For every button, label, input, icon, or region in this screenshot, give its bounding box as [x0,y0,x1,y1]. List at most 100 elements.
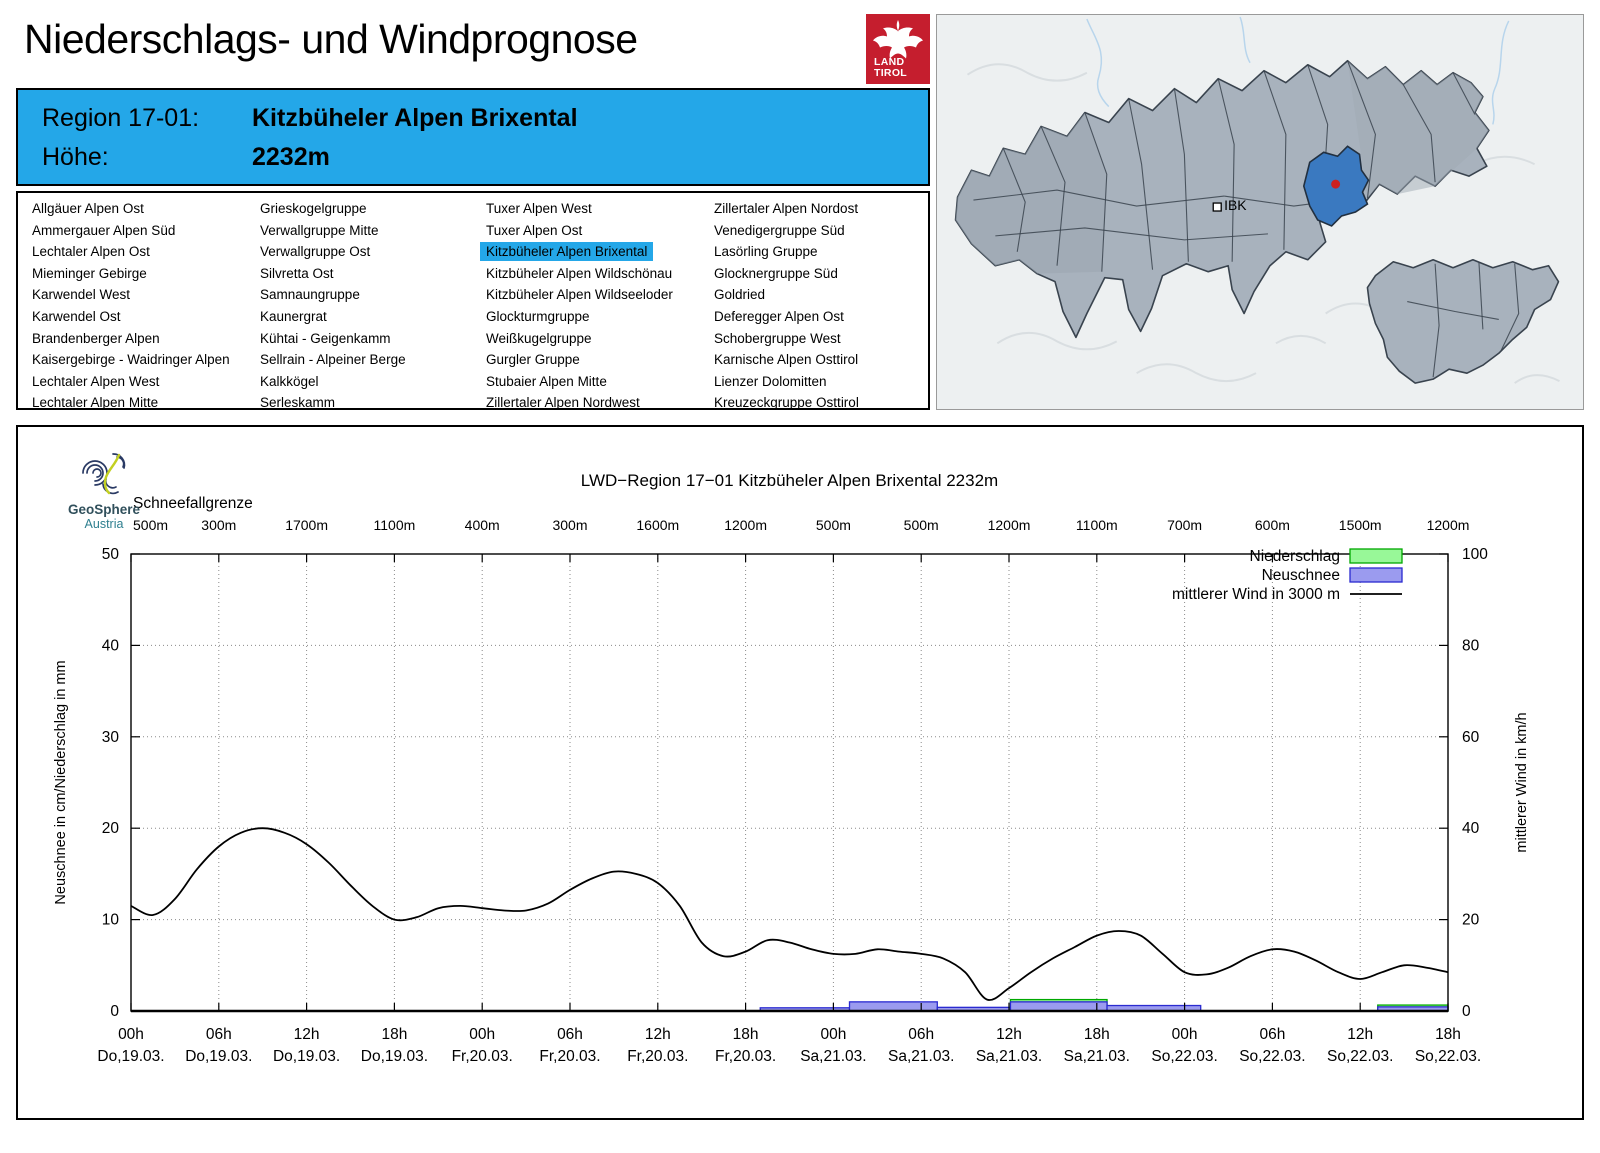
region-item[interactable]: Kaunergrat [260,306,412,328]
region-item-selected[interactable]: Kitzbüheler Alpen Brixental [480,241,679,263]
x-tick-date: So,22.03. [1239,1048,1305,1065]
region-item[interactable]: Lechtaler Alpen West [32,371,236,393]
region-item[interactable]: Kitzbüheler Alpen Wildseeloder [486,284,679,306]
x-tick-time: 18h [733,1026,759,1043]
region-column: Zillertaler Alpen Nordost Venedigergruppe… [714,198,865,414]
y-axis-right-number: 40 [1462,820,1480,837]
region-item-label: Kitzbüheler Alpen Wildschönau [486,265,673,281]
x-tick-time: 18h [381,1026,407,1043]
snowline-value: 300m [201,517,236,533]
legend-label: Neuschnee [1262,567,1340,584]
snowline-value: 1100m [374,517,416,533]
region-item[interactable]: Lasörling Gruppe [714,241,865,263]
region-item[interactable]: Samnaungruppe [260,284,412,306]
region-item[interactable]: Zillertaler Alpen Nordwest [486,392,679,414]
snowline-value: 1200m [1427,517,1470,533]
region-item[interactable]: Sellrain - Alpeiner Berge [260,349,412,371]
snowline-value: 1200m [724,517,767,533]
x-tick-date: Do,19.03. [185,1048,252,1065]
region-item[interactable]: Kreuzeckgruppe Osttirol [714,392,865,414]
region-border-line [1128,98,1154,270]
region-item[interactable]: Grieskogelgruppe [260,198,412,220]
x-tick-date: Fr,20.03. [627,1048,688,1065]
x-tick-date: So,22.03. [1415,1048,1481,1065]
region-item[interactable]: Karnische Alpen Osttirol [714,349,865,371]
region-item-label: Lasörling Gruppe [714,244,818,260]
snowline-value: 500m [904,517,939,533]
x-tick-date: Sa,21.03. [976,1048,1042,1065]
ibk-label: IBK [1224,197,1247,213]
region-item[interactable]: Serleskamm [260,392,412,414]
region-item[interactable]: Karwendel West [32,284,236,306]
region-item[interactable]: Stubaier Alpen Mitte [486,371,679,393]
x-tick-time: 06h [206,1026,232,1043]
terrain-line [1275,334,1327,345]
snowline-value: 500m [133,517,168,533]
legend-swatch [1349,567,1403,583]
region-item-label: Weißkugelgruppe [486,330,592,346]
region-item[interactable]: Verwallgruppe Mitte [260,220,412,242]
region-label: Region 17-01: [42,104,200,132]
region-item[interactable]: Glocknergruppe Süd [714,263,865,285]
region-border-line [1002,148,1026,252]
region-item[interactable]: Kalkkögel [260,371,412,393]
region-item[interactable]: Brandenberger Alpen [32,328,236,350]
x-tick-date: Fr,20.03. [539,1048,600,1065]
region-column: Tuxer Alpen West Tuxer Alpen Ost Kitzbühel… [480,198,679,414]
x-tick-time: 00h [469,1026,495,1043]
land-tirol-logo: LAND TIROL [866,14,930,84]
region-item-label: Verwallgruppe Ost [260,244,371,260]
region-item[interactable]: Verwallgruppe Ost [260,241,412,263]
region-item[interactable]: Weißkugelgruppe [486,328,679,350]
region-name: Kitzbüheler Alpen Brixental [252,104,578,132]
region-item[interactable]: Silvretta Ost [260,263,412,285]
region-item[interactable]: Glockturmgruppe [486,306,679,328]
region-item-label: Mieminger Gebirge [32,265,147,281]
region-item[interactable]: Venedigergruppe Süd [714,220,865,242]
terrain-line [1514,374,1560,384]
x-tick-date: Fr,20.03. [452,1048,513,1065]
region-item-label: Schobergruppe West [714,330,841,346]
region-item-label: Deferegger Alpen Ost [714,308,844,324]
geosphere-icon [82,453,126,495]
region-item[interactable]: Kaisergebirge - Waidringer Alpen [32,349,236,371]
snowline-value: 1100m [1076,517,1118,533]
tirol-map: IBK [937,15,1583,409]
region-item[interactable]: Karwendel Ost [32,306,236,328]
region-item[interactable]: Ammergauer Alpen Süd [32,220,236,242]
x-tick-date: So,22.03. [1151,1048,1217,1065]
region-item[interactable]: Deferegger Alpen Ost [714,306,865,328]
region-item[interactable]: Lienzer Dolomitten [714,371,865,393]
region-item[interactable]: Lechtaler Alpen Ost [32,241,236,263]
region-item[interactable]: Allgäuer Alpen Ost [32,198,236,220]
region-item[interactable]: Gurgler Gruppe [486,349,679,371]
region-item-label: Karwendel West [32,287,131,303]
selected-region-dot [1331,179,1341,189]
y-axis-left-number: 40 [102,637,120,654]
region-item[interactable]: Tuxer Alpen Ost [486,220,679,242]
region-item-label: Samnaungruppe [260,287,360,303]
region-item[interactable]: Goldried [714,284,865,306]
neuschnee-bar [848,1001,938,1012]
region-item[interactable]: Kitzbüheler Alpen Wildschönau [486,263,679,285]
region-header: Region 17-01: Kitzbüheler Alpen Brixental… [16,88,930,186]
region-border-line [1432,263,1440,378]
x-tick-time: 06h [557,1026,583,1043]
region-item[interactable]: Schobergruppe West [714,328,865,350]
region-item[interactable]: Zillertaler Alpen Nordost [714,198,865,220]
region-item[interactable]: Mieminger Gebirge [32,263,236,285]
chart-title: LWD−Region 17−01 Kitzbüheler Alpen Brixe… [581,471,998,490]
y-axis-right-number: 60 [1462,729,1480,746]
region-item[interactable]: Tuxer Alpen West [486,198,679,220]
snowline-value: 400m [465,517,500,533]
region-item-label: Kreuzeckgruppe Osttirol [714,395,859,411]
region-item-label: Goldried [714,287,766,303]
x-tick-date: Sa,21.03. [1064,1048,1130,1065]
x-tick-time: 12h [1347,1026,1373,1043]
region-item-label: Kaisergebirge - Waidringer Alpen [32,352,230,368]
region-item-label: Kitzbüheler Alpen Wildseeloder [486,287,673,303]
region-item[interactable]: Lechtaler Alpen Mitte [32,392,236,414]
region-column: Grieskogelgruppe Verwallgruppe Mitte Verwa… [260,198,412,414]
region-item[interactable]: Kühtai - Geigenkamm [260,328,412,350]
x-tick-time: 18h [1084,1026,1110,1043]
